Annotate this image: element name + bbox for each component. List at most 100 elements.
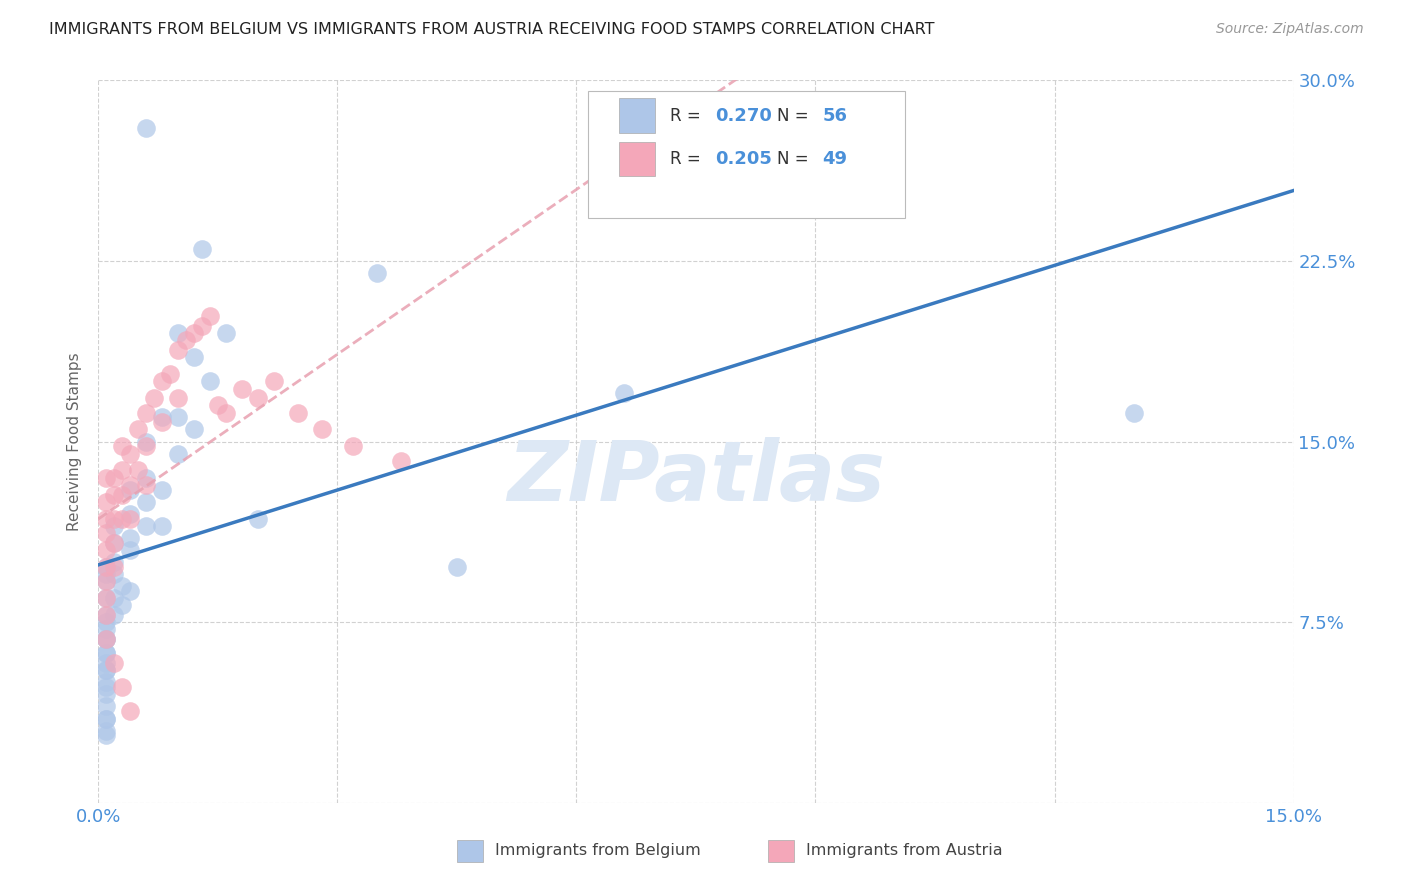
Point bbox=[183, 350, 205, 364]
Point bbox=[167, 391, 190, 405]
Point bbox=[111, 511, 134, 525]
Point bbox=[103, 470, 125, 484]
Point bbox=[96, 574, 118, 589]
Point bbox=[613, 386, 636, 401]
Text: N =: N = bbox=[778, 107, 814, 125]
Point bbox=[96, 632, 118, 646]
Point bbox=[111, 680, 134, 694]
Point bbox=[446, 559, 468, 574]
Text: Source: ZipAtlas.com: Source: ZipAtlas.com bbox=[1216, 22, 1364, 37]
Point bbox=[167, 446, 190, 460]
Point bbox=[191, 318, 214, 333]
FancyBboxPatch shape bbox=[589, 91, 905, 218]
Text: Immigrants from Austria: Immigrants from Austria bbox=[806, 843, 1002, 857]
Point bbox=[342, 439, 364, 453]
Bar bbox=[768, 839, 794, 862]
Point bbox=[311, 422, 333, 436]
Point bbox=[96, 574, 118, 589]
Point bbox=[167, 326, 190, 340]
Point bbox=[150, 483, 173, 497]
Y-axis label: Receiving Food Stamps: Receiving Food Stamps bbox=[67, 352, 83, 531]
Point bbox=[96, 494, 118, 508]
Point bbox=[96, 623, 118, 637]
Text: 0.205: 0.205 bbox=[716, 150, 772, 168]
Text: 0.270: 0.270 bbox=[716, 107, 772, 125]
Point bbox=[103, 559, 125, 574]
Point bbox=[120, 478, 142, 492]
Point bbox=[191, 242, 214, 256]
Point bbox=[96, 567, 118, 582]
Point bbox=[96, 470, 118, 484]
Point bbox=[215, 406, 238, 420]
Text: R =: R = bbox=[669, 150, 706, 168]
Point bbox=[111, 463, 134, 477]
Text: N =: N = bbox=[778, 150, 814, 168]
Point bbox=[366, 266, 388, 280]
Point bbox=[135, 518, 157, 533]
Point bbox=[120, 704, 142, 718]
Point bbox=[120, 483, 142, 497]
Text: Immigrants from Belgium: Immigrants from Belgium bbox=[495, 843, 702, 857]
Point bbox=[183, 326, 205, 340]
Point bbox=[198, 310, 221, 324]
Bar bbox=[620, 98, 655, 133]
Point bbox=[96, 675, 118, 690]
Point bbox=[96, 712, 118, 726]
Point bbox=[96, 664, 118, 678]
Point bbox=[96, 526, 118, 541]
Text: 49: 49 bbox=[823, 150, 848, 168]
Point bbox=[111, 487, 134, 501]
Point bbox=[96, 712, 118, 726]
Point bbox=[1123, 406, 1146, 420]
Point bbox=[96, 656, 118, 670]
Point bbox=[150, 415, 173, 429]
Point bbox=[103, 567, 125, 582]
Point bbox=[120, 507, 142, 521]
Point bbox=[150, 374, 173, 388]
Point bbox=[389, 454, 412, 468]
Point bbox=[96, 542, 118, 557]
Point bbox=[103, 656, 125, 670]
Point bbox=[96, 559, 118, 574]
Point bbox=[120, 531, 142, 545]
Point bbox=[103, 535, 125, 549]
Point bbox=[167, 410, 190, 425]
Point bbox=[96, 699, 118, 714]
Point bbox=[96, 647, 118, 661]
Point bbox=[103, 535, 125, 549]
Point bbox=[96, 615, 118, 630]
Point bbox=[96, 607, 118, 622]
Point bbox=[263, 374, 285, 388]
Text: 56: 56 bbox=[823, 107, 848, 125]
Point bbox=[135, 434, 157, 449]
Point bbox=[96, 632, 118, 646]
Point bbox=[96, 559, 118, 574]
Point bbox=[174, 334, 197, 348]
Point bbox=[120, 511, 142, 525]
Point bbox=[183, 422, 205, 436]
Point bbox=[135, 494, 157, 508]
Point bbox=[120, 542, 142, 557]
Point bbox=[96, 632, 118, 646]
Point bbox=[96, 607, 118, 622]
Point bbox=[231, 382, 253, 396]
Point bbox=[135, 439, 157, 453]
Point bbox=[246, 391, 269, 405]
Point bbox=[96, 591, 118, 605]
Bar bbox=[457, 839, 484, 862]
Point bbox=[103, 607, 125, 622]
Point bbox=[246, 511, 269, 525]
Bar bbox=[620, 142, 655, 177]
Point bbox=[103, 518, 125, 533]
Point bbox=[111, 579, 134, 593]
Point bbox=[135, 470, 157, 484]
Point bbox=[103, 591, 125, 605]
Point bbox=[103, 555, 125, 569]
Point bbox=[135, 406, 157, 420]
Point bbox=[150, 518, 173, 533]
Point bbox=[96, 680, 118, 694]
Text: ZIPatlas: ZIPatlas bbox=[508, 437, 884, 518]
Point bbox=[103, 487, 125, 501]
Point bbox=[167, 343, 190, 357]
Point bbox=[103, 511, 125, 525]
